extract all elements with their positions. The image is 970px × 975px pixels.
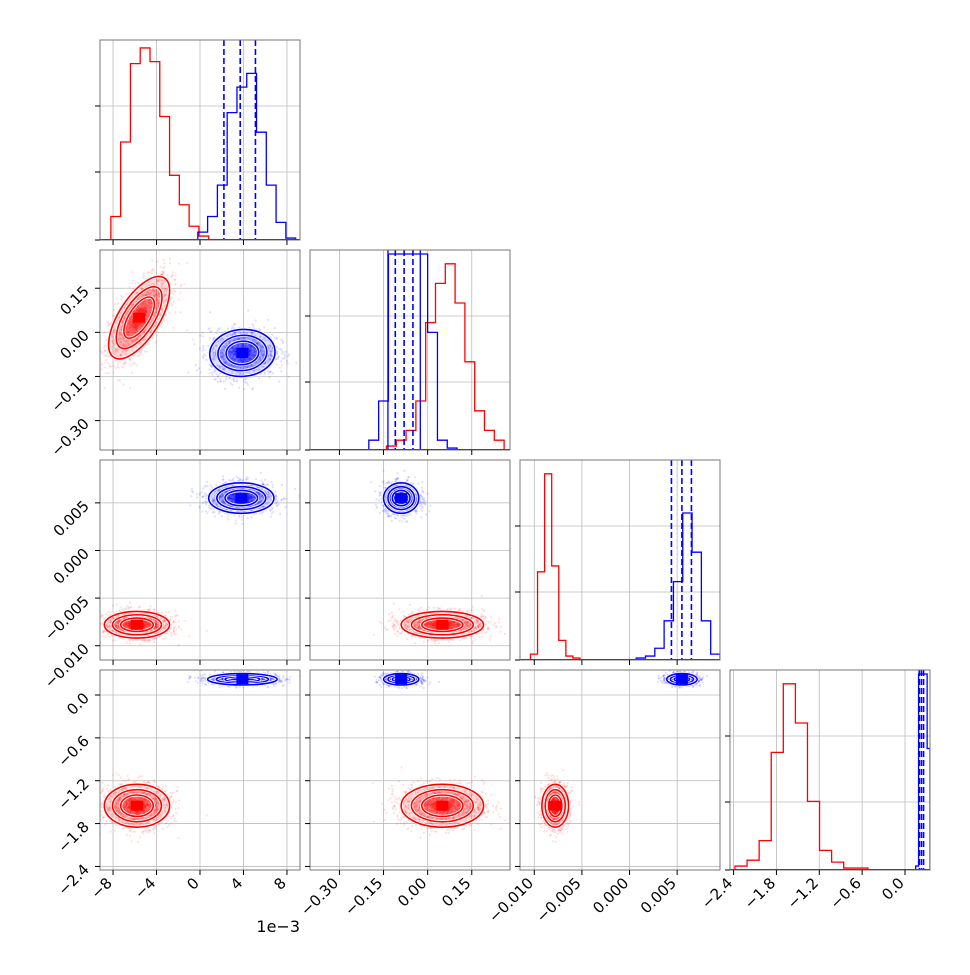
x-tick-label: 8 <box>270 874 289 893</box>
pair-frame-3-1 <box>310 670 510 870</box>
diag-frame-1 <box>310 250 510 450</box>
x-tick-label: 0.000 <box>589 874 632 917</box>
y-tick-label: −0.6 <box>54 732 92 770</box>
histogram-blue <box>198 73 296 240</box>
pair-panel-3-1 <box>372 668 506 839</box>
diag-frame-2 <box>520 460 720 660</box>
pair-panel-3-2 <box>534 666 708 843</box>
y-tick-label: −1.2 <box>54 775 92 813</box>
x-tick-label: 0.15 <box>438 874 474 910</box>
x-tick-label: 0.005 <box>637 874 680 917</box>
density-peak-red <box>436 801 448 811</box>
y-tick-label: 0.00 <box>56 326 92 362</box>
y-tick-label: −0.005 <box>41 592 93 644</box>
histogram-red <box>111 48 209 240</box>
histogram-red <box>735 684 868 870</box>
x-tick-label: −0.010 <box>485 874 537 926</box>
y-tick-label: −1.8 <box>54 818 92 856</box>
x-tick-label: −0.005 <box>533 874 585 926</box>
density-peak-blue <box>236 348 248 358</box>
x-tick-label: −0.30 <box>297 874 342 919</box>
diag-panel-2 <box>520 460 720 660</box>
pair-panel-2-0 <box>90 472 301 646</box>
y-tick-label: −0.010 <box>41 640 93 692</box>
y-tick-label: −2.4 <box>54 861 92 899</box>
y-tick-label: 0.000 <box>50 545 93 588</box>
x-tick-label: −2.4 <box>698 874 736 912</box>
density-peak-blue <box>235 493 247 503</box>
y-tick-label: −0.15 <box>48 371 93 416</box>
x-tick-label: 0 <box>183 874 202 893</box>
x-tick-label: 0.0 <box>878 874 908 904</box>
pair-panel-3-0 <box>91 666 306 843</box>
x-tick-label: 0.00 <box>394 874 430 910</box>
density-peak-red <box>436 620 448 630</box>
x-tick-label: −0.15 <box>341 874 386 919</box>
pair-frame-3-2 <box>520 670 720 870</box>
diag-panel-1 <box>310 250 510 450</box>
x-tick-label: −8 <box>87 874 115 902</box>
x-offset-label: 1e−3 <box>256 917 300 936</box>
x-tick-label: −0.6 <box>826 874 864 912</box>
y-tick-label: 0.15 <box>56 282 92 318</box>
x-tick-label: −1.2 <box>784 874 822 912</box>
density-peak-red <box>131 620 143 630</box>
histogram-blue <box>636 513 720 660</box>
density-peak-red <box>133 313 145 323</box>
y-tick-label: 0.0 <box>63 689 93 719</box>
diag-panel-3 <box>730 670 930 870</box>
pair-panel-2-1 <box>370 470 506 645</box>
x-tick-label: 4 <box>227 874 246 893</box>
density-peak-blue <box>676 674 688 684</box>
density-peak-blue <box>395 674 407 684</box>
histogram-red <box>530 474 580 660</box>
density-peak-blue <box>236 674 248 684</box>
x-tick-label: −4 <box>131 874 159 902</box>
density-peak-blue <box>395 493 407 503</box>
y-tick-label: 0.005 <box>50 497 93 540</box>
x-tick-label: −1.8 <box>741 874 779 912</box>
y-tick-label: −0.30 <box>48 415 93 460</box>
density-peak-red <box>131 801 143 811</box>
density-peak-red <box>549 801 561 811</box>
